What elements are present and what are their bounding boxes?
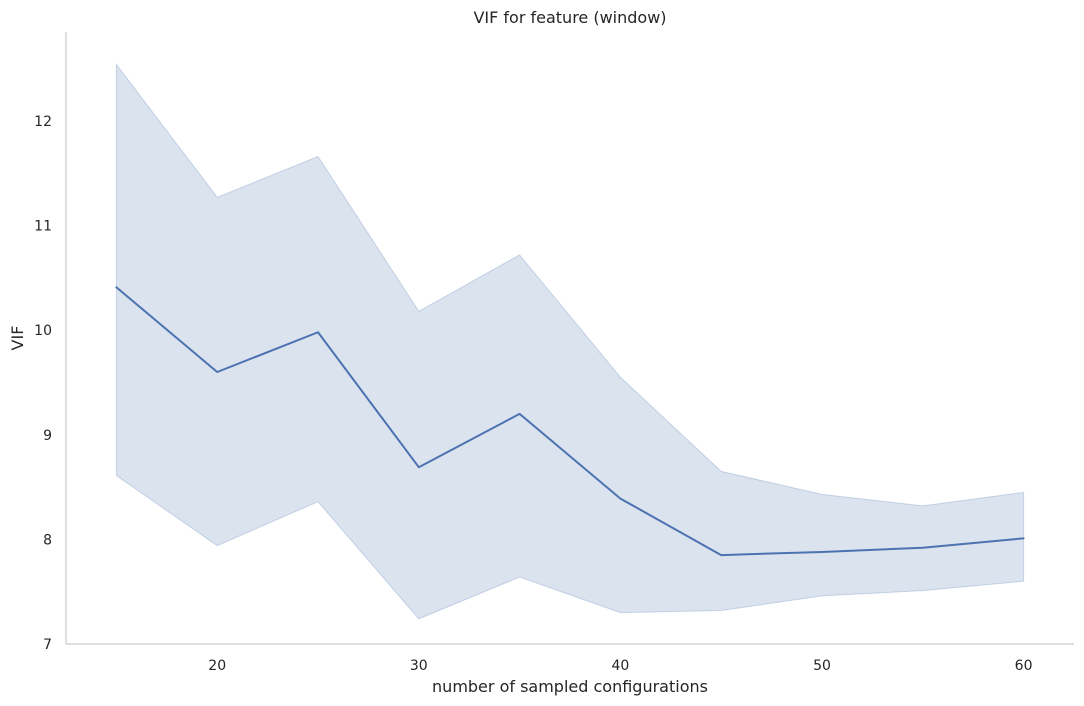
y-tick-label: 7 bbox=[43, 637, 52, 653]
series-line bbox=[115, 286, 1025, 557]
confidence-band-layer bbox=[115, 62, 1025, 620]
y-tick-labels: 7 8 9 10 11 12 bbox=[34, 114, 52, 653]
confidence-band bbox=[115, 62, 1025, 620]
x-axis-label: number of sampled configurations bbox=[432, 677, 708, 696]
x-tick-label: 50 bbox=[813, 658, 831, 674]
y-tick-label: 12 bbox=[34, 114, 52, 130]
y-tick-label: 10 bbox=[34, 323, 52, 339]
y-axis-label: VIF bbox=[8, 326, 27, 351]
y-tick-label: 8 bbox=[43, 532, 52, 548]
y-tick-label: 11 bbox=[34, 219, 52, 235]
x-tick-labels: 20 30 40 50 60 bbox=[208, 658, 1032, 674]
x-tick-label: 20 bbox=[208, 658, 226, 674]
series-line-layer bbox=[115, 286, 1025, 557]
x-tick-label: 40 bbox=[611, 658, 629, 674]
chart-title: VIF for feature (window) bbox=[473, 8, 666, 27]
y-tick-label: 9 bbox=[43, 428, 52, 444]
x-tick-label: 60 bbox=[1015, 658, 1033, 674]
x-tick-label: 30 bbox=[410, 658, 428, 674]
